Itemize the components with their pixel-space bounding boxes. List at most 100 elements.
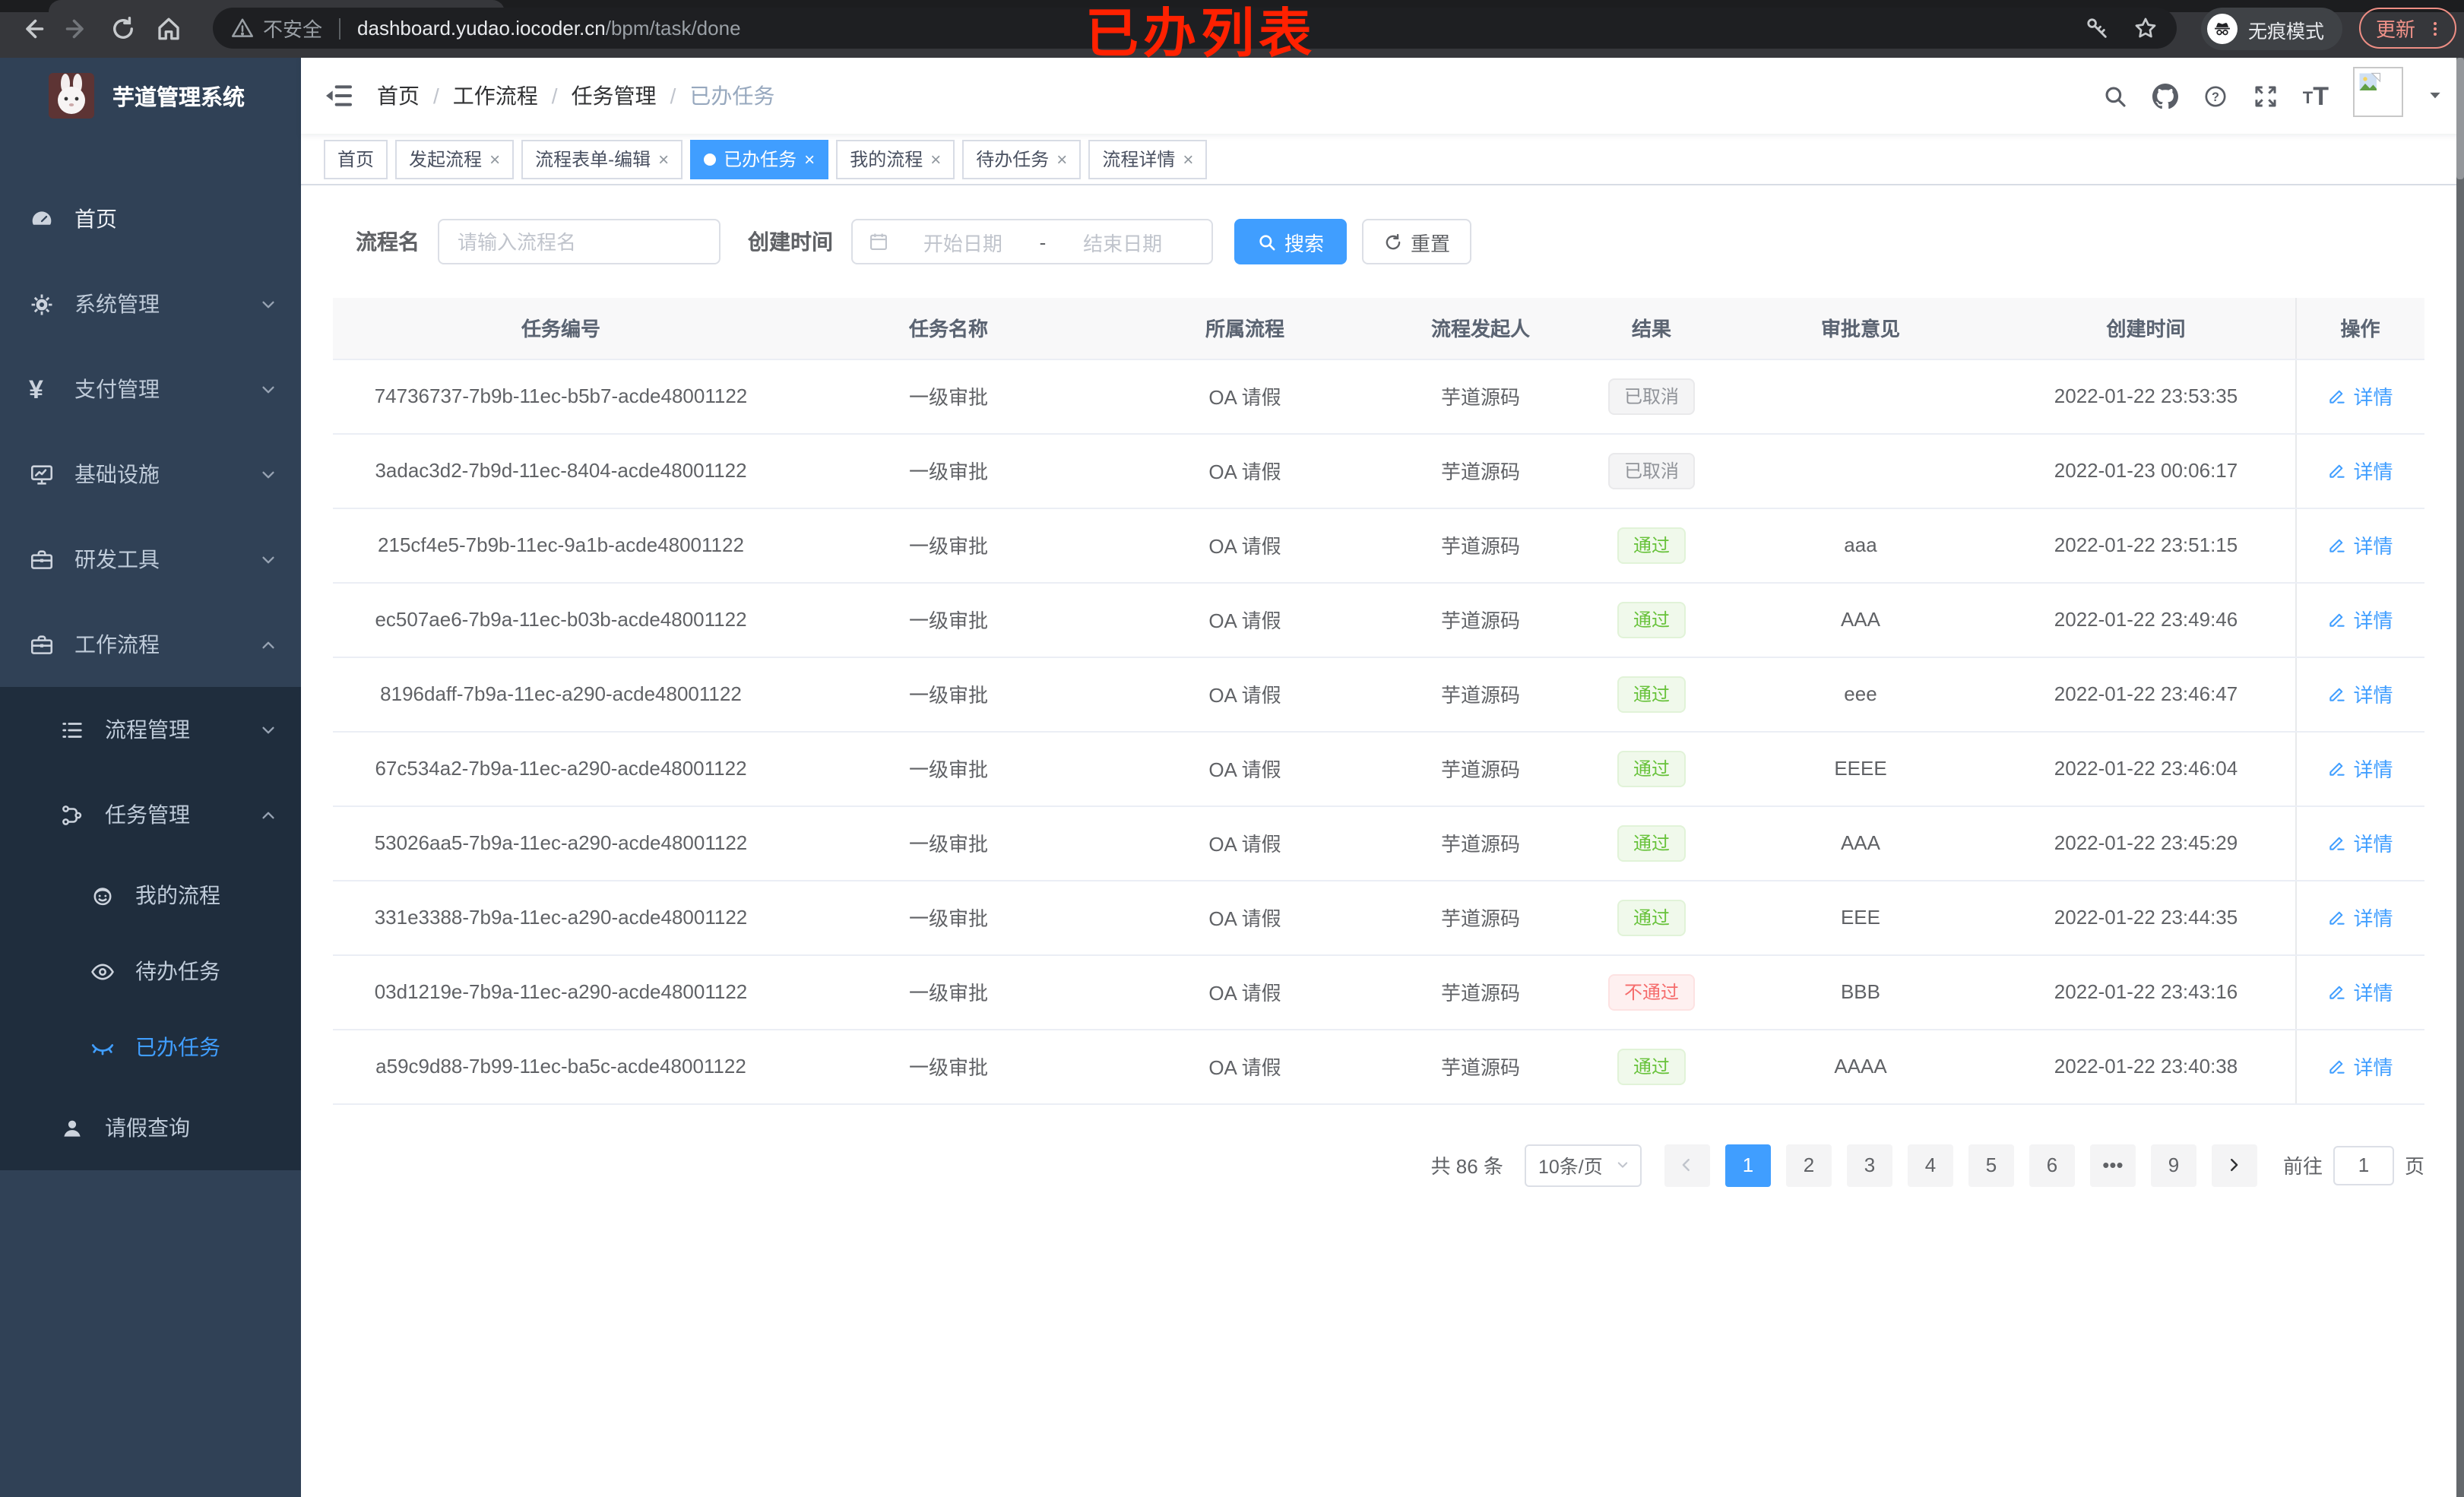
- cell-result: 已取消: [1579, 433, 1724, 508]
- avatar[interactable]: [2353, 66, 2403, 116]
- detail-link[interactable]: 详情: [2327, 903, 2393, 932]
- tab-close-icon[interactable]: ×: [804, 148, 816, 169]
- reload-icon[interactable]: [109, 15, 137, 43]
- process-name-input[interactable]: [438, 219, 721, 264]
- tab-my-process[interactable]: 我的流程 ×: [836, 139, 955, 179]
- reset-button[interactable]: 重置: [1362, 219, 1472, 264]
- page-3-button[interactable]: 3: [1846, 1144, 1892, 1186]
- result-badge: 通过: [1617, 824, 1685, 861]
- cell-create-time: 2022-01-22 23:46:04: [1997, 731, 2295, 806]
- home-icon[interactable]: [155, 15, 182, 43]
- edit-icon: [2327, 833, 2347, 853]
- cell-opinion: BBB: [1724, 954, 1997, 1030]
- browser-menu-dots-icon[interactable]: [2426, 19, 2444, 37]
- detail-link[interactable]: 详情: [2327, 530, 2393, 559]
- detail-link[interactable]: 详情: [2327, 1052, 2393, 1081]
- detail-link[interactable]: 详情: [2327, 977, 2393, 1006]
- help-icon[interactable]: ?: [2203, 83, 2228, 109]
- page-5-button[interactable]: 5: [1968, 1144, 2014, 1186]
- table-row: 53026aa5-7b9a-11ec-a290-acde48001122 一级审…: [333, 805, 2424, 881]
- incognito-label: 无痕模式: [2248, 21, 2325, 42]
- key-icon[interactable]: [2084, 15, 2110, 41]
- breadcrumb-item[interactable]: 任务管理: [571, 84, 657, 108]
- sidebar-item-label: 请假查询: [105, 1116, 190, 1140]
- tab-process-detail[interactable]: 流程详情 ×: [1088, 139, 1208, 179]
- detail-link[interactable]: 详情: [2327, 605, 2393, 634]
- cell-task-id: 74736737-7b9b-11ec-b5b7-acde48001122: [333, 359, 789, 434]
- sidebar-item-workflow[interactable]: 工作流程: [0, 602, 301, 687]
- result-badge: 通过: [1617, 676, 1685, 712]
- date-range-picker[interactable]: 开始日期 - 结束日期: [851, 219, 1213, 264]
- logo[interactable]: 芋道管理系统: [0, 58, 301, 134]
- avatar-caret-down-icon[interactable]: [2428, 88, 2443, 103]
- page-2-button[interactable]: 2: [1785, 1144, 1832, 1186]
- tab-close-icon[interactable]: ×: [930, 148, 942, 169]
- tab-todo-tasks[interactable]: 待办任务 ×: [962, 139, 1082, 179]
- sidebar-item-leave-query[interactable]: 请假查询: [0, 1085, 301, 1170]
- tab-done-tasks[interactable]: 已办任务 ×: [690, 139, 829, 179]
- scrollbar-thumb[interactable]: [2456, 58, 2464, 179]
- omnibox-divider: [339, 17, 341, 39]
- page-1-button[interactable]: 1: [1724, 1144, 1771, 1186]
- sidebar: 芋道管理系统 首页 系统管理 ¥ 支付管理 基础设施 研发工具 工作流程 流程管…: [0, 58, 301, 1497]
- result-badge: 不通过: [1608, 973, 1694, 1010]
- jump-page-input[interactable]: [2333, 1145, 2394, 1185]
- cell-starter: 芋道源码: [1382, 731, 1579, 806]
- update-label: 更新: [2376, 18, 2416, 41]
- github-icon[interactable]: [2152, 83, 2178, 109]
- tab-form-edit[interactable]: 流程表单-编辑 ×: [521, 139, 683, 179]
- page-6-button[interactable]: 6: [2029, 1144, 2075, 1186]
- fullscreen-icon[interactable]: [2253, 83, 2279, 109]
- active-tab-dot: [704, 153, 717, 165]
- breadcrumb-item[interactable]: 工作流程: [452, 84, 538, 108]
- detail-link[interactable]: 详情: [2327, 754, 2393, 783]
- page-9-button[interactable]: 9: [2150, 1144, 2196, 1186]
- sidebar-item-home[interactable]: 首页: [0, 176, 301, 261]
- sidebar-item-infrastructure[interactable]: 基础设施: [0, 432, 301, 517]
- edit-icon: [2327, 758, 2347, 778]
- detail-link[interactable]: 详情: [2327, 679, 2393, 708]
- next-page-button[interactable]: [2211, 1144, 2257, 1186]
- detail-link[interactable]: 详情: [2327, 828, 2393, 857]
- tab-start-process[interactable]: 发起流程 ×: [395, 139, 515, 179]
- sidebar-item-system[interactable]: 系统管理: [0, 261, 301, 347]
- sidebar-item-task-mgmt[interactable]: 任务管理: [0, 772, 301, 857]
- forward-icon[interactable]: [64, 15, 91, 43]
- back-icon[interactable]: [18, 15, 46, 43]
- tab-close-icon[interactable]: ×: [658, 148, 670, 169]
- detail-link[interactable]: 详情: [2327, 381, 2393, 410]
- prev-page-button[interactable]: [1664, 1144, 1710, 1186]
- sidebar-item-label: 工作流程: [74, 632, 160, 657]
- cell-process: OA 请假: [1108, 359, 1382, 434]
- robot-icon: [90, 882, 116, 908]
- page-4-button[interactable]: 4: [1907, 1144, 1953, 1186]
- bookmark-star-icon[interactable]: [2133, 15, 2158, 41]
- sidebar-item-my-process[interactable]: 我的流程: [0, 857, 301, 933]
- update-button[interactable]: 更新: [2359, 8, 2457, 49]
- sidebar-fold-icon[interactable]: [324, 81, 354, 111]
- sidebar-item-payment[interactable]: ¥ 支付管理: [0, 347, 301, 432]
- sidebar-item-done-tasks[interactable]: 已办任务: [0, 1009, 301, 1085]
- sidebar-item-label: 首页: [74, 207, 117, 231]
- detail-link[interactable]: 详情: [2327, 456, 2393, 485]
- cell-create-time: 2022-01-22 23:45:29: [1997, 805, 2295, 881]
- briefcase-icon: [29, 631, 55, 657]
- tab-close-icon[interactable]: ×: [1183, 148, 1194, 169]
- search-icon[interactable]: [2102, 83, 2128, 109]
- url-bar[interactable]: 不安全 dashboard.yudao.iocoder.cn/bpm/task/…: [213, 8, 2177, 49]
- breadcrumb-item[interactable]: 首页: [377, 84, 420, 108]
- search-button[interactable]: 搜索: [1234, 219, 1348, 264]
- chevron-down-icon: [260, 551, 277, 568]
- sidebar-item-process-mgmt[interactable]: 流程管理: [0, 687, 301, 772]
- tab-close-icon[interactable]: ×: [489, 148, 501, 169]
- sidebar-item-todo-tasks[interactable]: 待办任务: [0, 933, 301, 1009]
- chevron-up-icon: [260, 636, 277, 653]
- tab-close-icon[interactable]: ×: [1056, 148, 1068, 169]
- cell-opinion: EEE: [1724, 880, 1997, 955]
- sidebar-item-devtools[interactable]: 研发工具: [0, 517, 301, 602]
- pages-more-button[interactable]: •••: [2089, 1144, 2136, 1186]
- page-scrollbar[interactable]: [2456, 58, 2464, 1497]
- tab-home[interactable]: 首页: [324, 139, 388, 179]
- page-size-select[interactable]: 10条/页: [1524, 1144, 1642, 1186]
